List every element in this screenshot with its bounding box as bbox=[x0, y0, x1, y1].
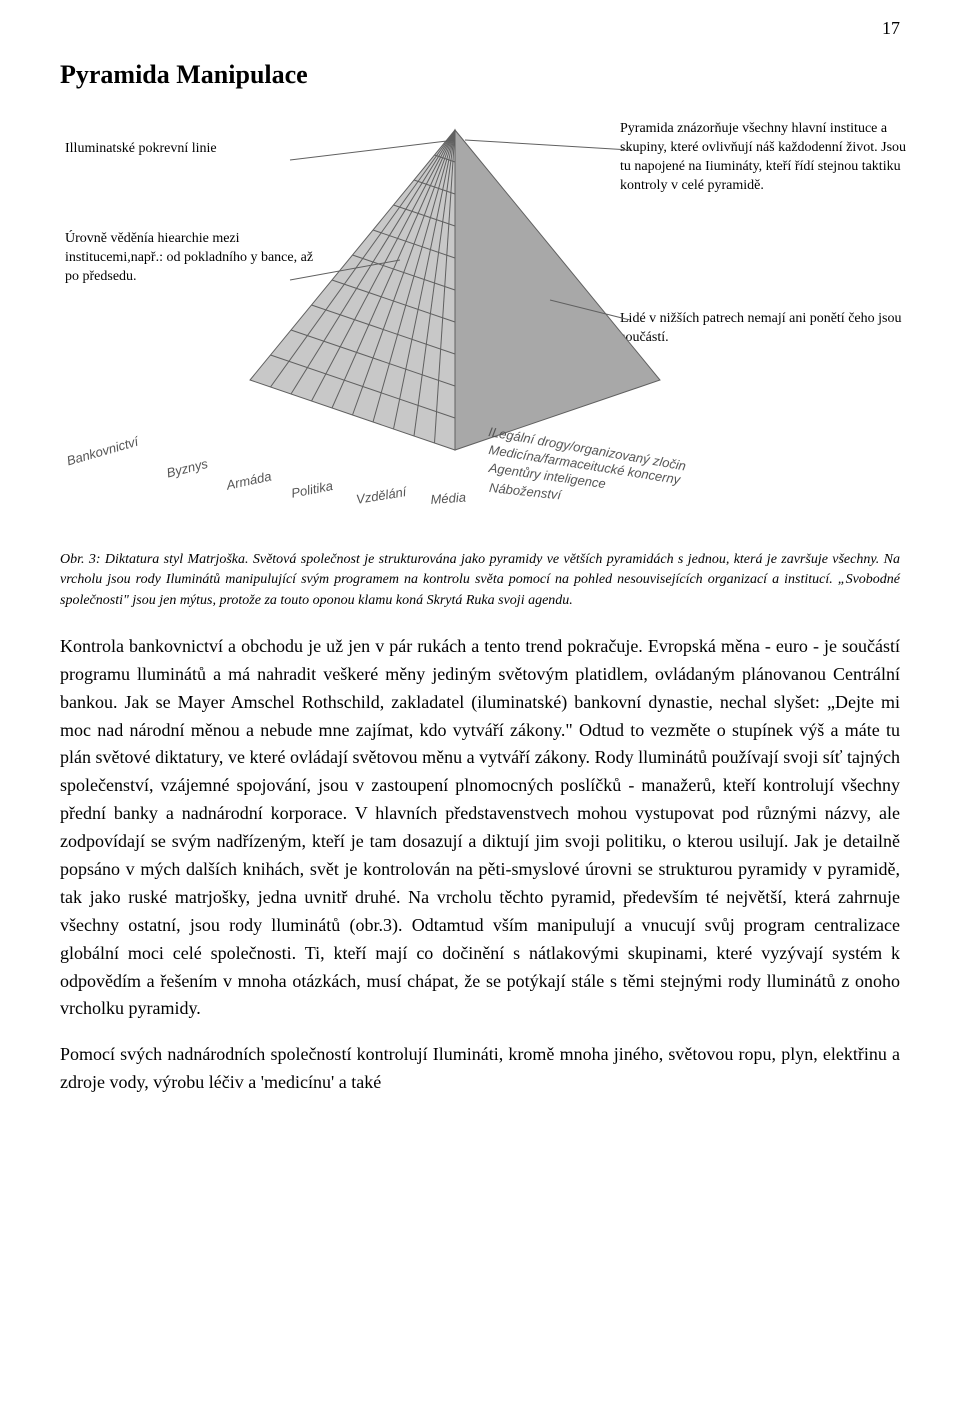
body-paragraph: Kontrola bankovnictví a obchodu je už je… bbox=[60, 633, 900, 1023]
figure-caption: Obr. 3: Diktatura styl Matrjoška. Světov… bbox=[60, 550, 900, 611]
pyramid-svg bbox=[230, 100, 680, 520]
page-number: 17 bbox=[882, 18, 900, 39]
pyramid-icon bbox=[230, 100, 680, 520]
body-paragraph: Pomocí svých nadnárodních společností ko… bbox=[60, 1041, 900, 1097]
pyramid-base-label: Bankovnictví bbox=[65, 434, 140, 469]
pyramid-figure: Illuminatské pokrevní linie Úrovně věděn… bbox=[60, 100, 900, 520]
pyramid-base-label: Byznys bbox=[165, 456, 209, 481]
document-page: 17 Pyramida Manipulace Illuminatské pokr… bbox=[0, 0, 960, 1417]
page-title: Pyramida Manipulace bbox=[60, 60, 900, 90]
